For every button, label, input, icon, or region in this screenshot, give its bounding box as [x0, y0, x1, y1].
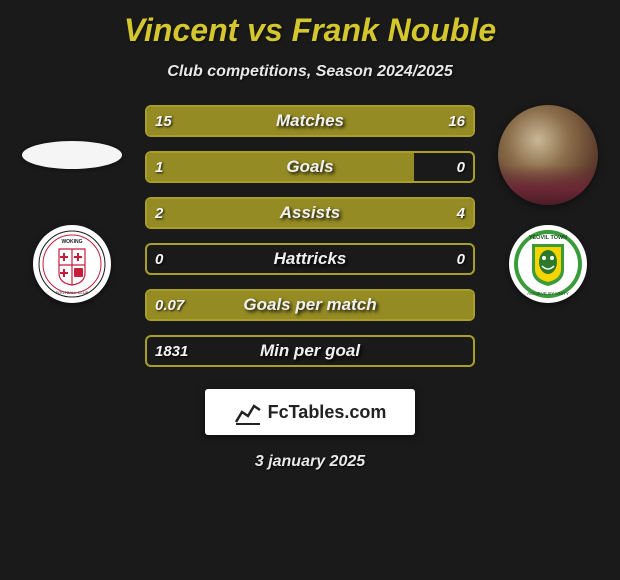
stat-value-right: 4 [457, 205, 465, 222]
stat-bar-assists: 2Assists4 [145, 197, 475, 229]
stat-label: Matches [147, 111, 473, 131]
stats-column: 15Matches161Goals02Assists40Hattricks00.… [145, 105, 475, 367]
right-side: YEOVIL TOWN ACHIEVE BY UNITY [493, 105, 603, 303]
svg-text:YEOVIL TOWN: YEOVIL TOWN [529, 235, 567, 241]
stat-label: Goals [147, 157, 473, 177]
footer-brand: FcTables.com [205, 389, 415, 435]
stat-bar-hattricks: 0Hattricks0 [145, 243, 475, 275]
comparison-layout: WOKING FOOTBALL CLUB 15Matches16 1Goals0 2… [0, 105, 620, 367]
stat-label: Goals per match [147, 295, 473, 315]
stat-value-right: 0 [457, 251, 465, 268]
stat-label: Assists [147, 203, 473, 223]
svg-text:ACHIEVE BY UNITY: ACHIEVE BY UNITY [527, 291, 569, 296]
player-photo-left [22, 141, 122, 169]
club-badge-left: WOKING FOOTBALL CLUB [33, 225, 111, 303]
stat-label: Min per goal [147, 341, 473, 361]
footer-brand-text: FcTables.com [268, 402, 387, 423]
svg-text:FOOTBALL CLUB: FOOTBALL CLUB [56, 290, 89, 295]
club-badge-right: YEOVIL TOWN ACHIEVE BY UNITY [509, 225, 587, 303]
stat-bar-min-per-goal: 1831Min per goal [145, 335, 475, 367]
stat-value-right: 16 [448, 113, 465, 130]
svg-text:WOKING: WOKING [61, 239, 82, 245]
stat-label: Hattricks [147, 249, 473, 269]
stat-value-right: 0 [457, 159, 465, 176]
subtitle: Club competitions, Season 2024/2025 [0, 63, 620, 81]
stat-bar-goals: 1Goals0 [145, 151, 475, 183]
stat-bar-matches: 15Matches16 [145, 105, 475, 137]
left-side: WOKING FOOTBALL CLUB [17, 105, 127, 303]
page-title: Vincent vs Frank Nouble [0, 0, 620, 49]
player-photo-right [498, 105, 598, 205]
fctables-icon [234, 398, 262, 426]
date-text: 3 january 2025 [0, 453, 620, 471]
woking-badge-icon: WOKING FOOTBALL CLUB [37, 229, 107, 299]
yeovil-badge-icon: YEOVIL TOWN ACHIEVE BY UNITY [512, 228, 584, 300]
stat-bar-goals-per-match: 0.07Goals per match [145, 289, 475, 321]
